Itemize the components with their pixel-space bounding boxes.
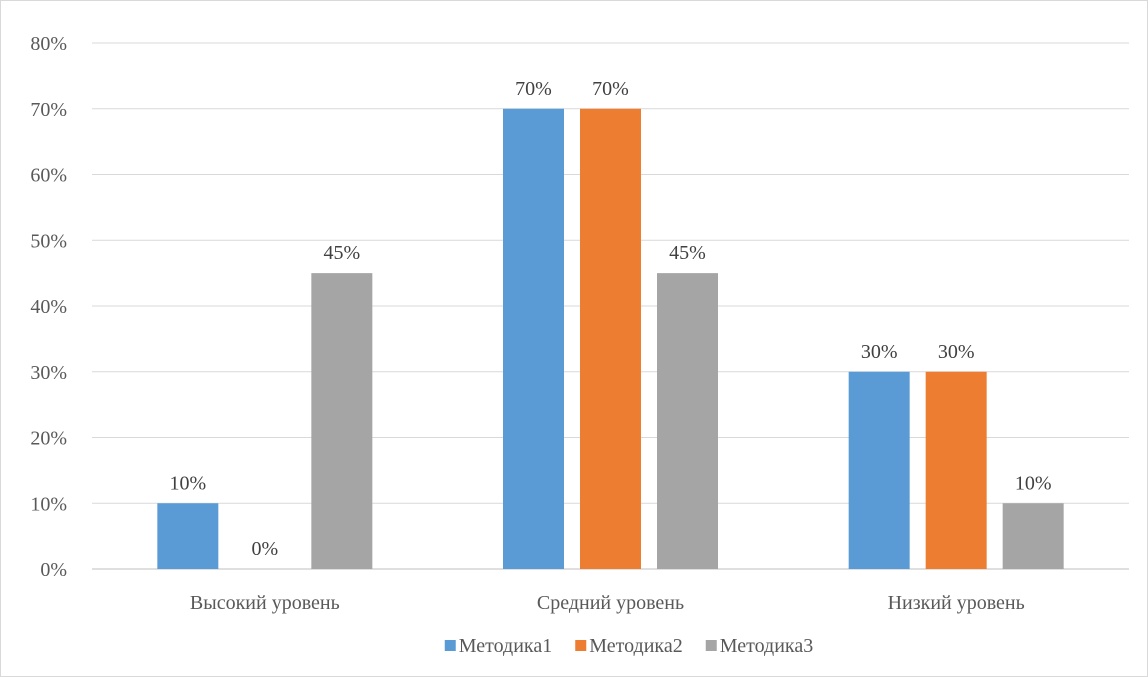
- category-label: Средний уровень: [537, 592, 684, 614]
- y-tick-label: 10%: [30, 493, 67, 515]
- data-label: 30%: [938, 341, 975, 363]
- data-label: 10%: [169, 472, 206, 494]
- y-tick-label: 0%: [40, 559, 67, 581]
- bar: [157, 503, 219, 569]
- bar: [580, 108, 641, 569]
- y-tick-label: 80%: [30, 33, 67, 55]
- data-label: 10%: [1015, 472, 1052, 494]
- data-label: 70%: [515, 78, 552, 100]
- legend-swatch: [575, 640, 587, 651]
- y-tick-label: 50%: [30, 230, 67, 252]
- y-tick-label: 60%: [30, 165, 67, 187]
- bar: [848, 371, 910, 569]
- data-label: 0%: [251, 538, 278, 560]
- data-label: 45%: [669, 242, 706, 264]
- legend: Методика1 Методика2 Методика3: [444, 635, 813, 657]
- y-axis-ticks: 0% 10% 20% 30% 40% 50% 60% 70% 80%: [30, 33, 67, 581]
- bars: [157, 108, 1064, 569]
- data-label: 45%: [323, 242, 360, 264]
- legend-label: Методика1: [459, 635, 552, 657]
- y-tick-label: 30%: [30, 362, 67, 384]
- y-tick-label: 20%: [30, 428, 67, 450]
- data-label: 30%: [861, 341, 898, 363]
- legend-label: Методика2: [589, 635, 682, 657]
- legend-label: Методика3: [720, 635, 813, 657]
- y-tick-label: 40%: [30, 296, 67, 318]
- category-label: Высокий уровень: [190, 592, 340, 614]
- bar: [925, 371, 987, 569]
- y-tick-label: 70%: [30, 99, 67, 121]
- bar: [657, 273, 718, 569]
- bar: [1002, 503, 1064, 569]
- data-labels: 10% 0% 45% 70% 70% 45% 30% 30% 10%: [169, 78, 1051, 560]
- legend-swatch: [705, 640, 717, 651]
- category-labels: Высокий уровень Средний уровень Низкий уро…: [190, 592, 1025, 614]
- data-label: 70%: [592, 78, 629, 100]
- bar: [503, 108, 564, 569]
- bar: [311, 273, 373, 569]
- category-label: Низкий уровень: [888, 592, 1025, 614]
- legend-swatch: [444, 640, 456, 651]
